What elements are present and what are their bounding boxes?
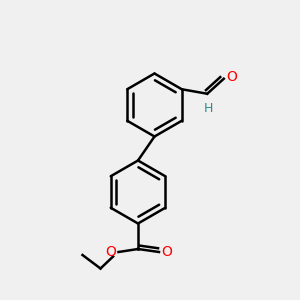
Text: O: O — [105, 245, 116, 259]
Text: H: H — [204, 102, 214, 115]
Text: O: O — [226, 70, 237, 84]
Text: O: O — [161, 245, 172, 259]
